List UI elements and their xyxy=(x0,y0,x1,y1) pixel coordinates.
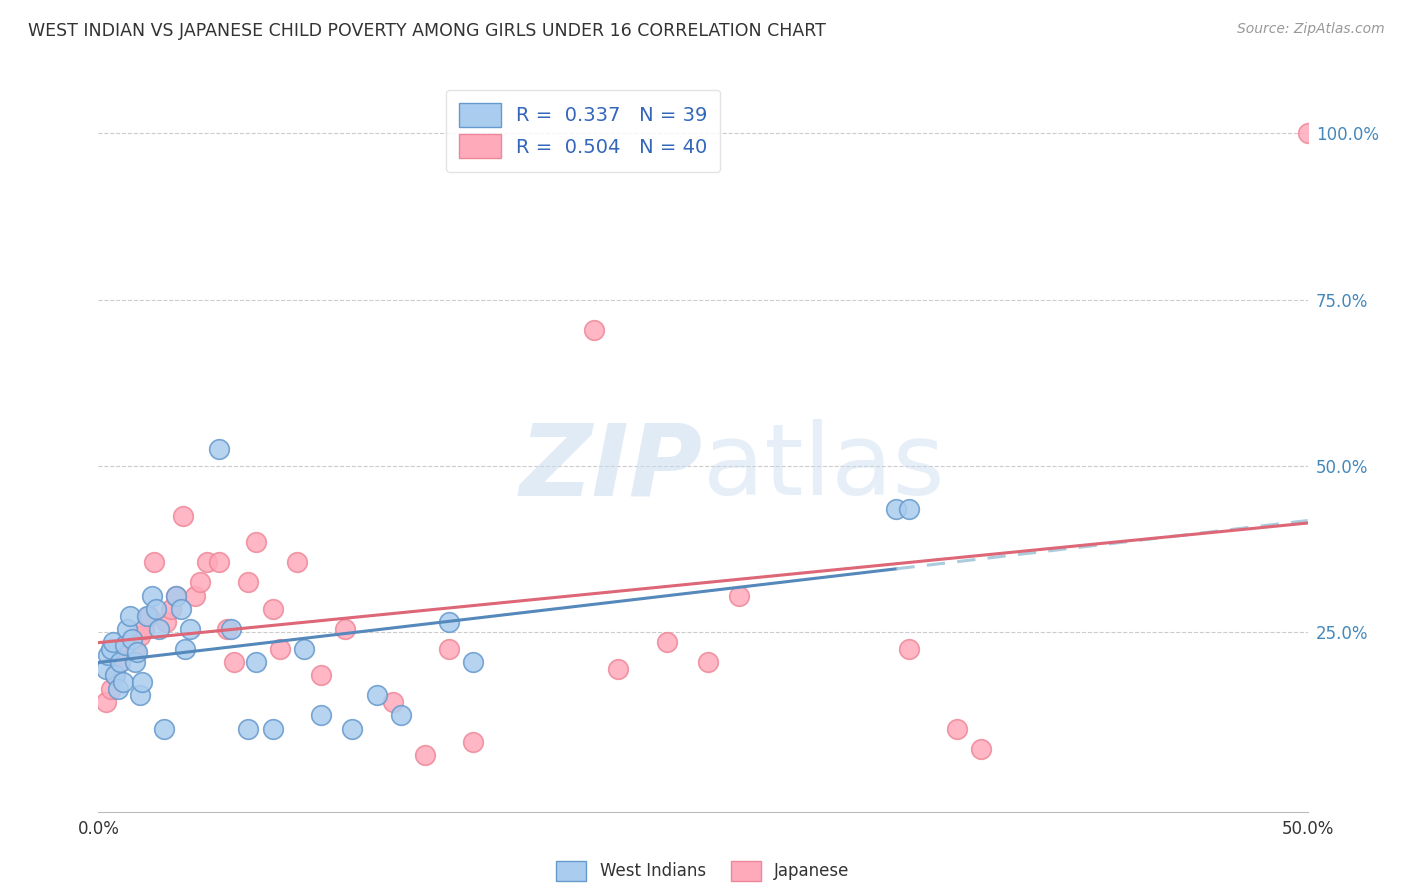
Point xyxy=(245,655,267,669)
Point xyxy=(174,641,197,656)
Point xyxy=(382,695,405,709)
Point xyxy=(269,641,291,656)
Point xyxy=(97,648,120,663)
Point xyxy=(222,655,245,669)
Point xyxy=(696,655,718,669)
Point xyxy=(389,708,412,723)
Point xyxy=(309,708,332,723)
Point xyxy=(101,635,124,649)
Point xyxy=(245,535,267,549)
Point xyxy=(135,608,157,623)
Point xyxy=(342,722,364,736)
Legend: West Indians, Japanese: West Indians, Japanese xyxy=(550,854,856,888)
Point xyxy=(134,622,156,636)
Point xyxy=(655,635,678,649)
Point xyxy=(208,555,231,569)
Point xyxy=(152,722,174,736)
Point xyxy=(104,668,127,682)
Point xyxy=(184,589,207,603)
Point xyxy=(1296,127,1319,141)
Point xyxy=(238,575,260,590)
Point xyxy=(208,442,231,457)
Point xyxy=(128,689,150,703)
Point xyxy=(221,622,243,636)
Point xyxy=(104,668,127,682)
Point xyxy=(946,722,969,736)
Point xyxy=(195,555,218,569)
Point xyxy=(215,622,238,636)
Point xyxy=(124,655,146,669)
Point xyxy=(172,508,194,523)
Text: atlas: atlas xyxy=(703,419,945,516)
Text: Source: ZipAtlas.com: Source: ZipAtlas.com xyxy=(1237,22,1385,37)
Point xyxy=(238,722,260,736)
Point xyxy=(131,675,153,690)
Point xyxy=(143,555,166,569)
Point xyxy=(463,735,485,749)
Point xyxy=(897,502,920,516)
Point xyxy=(114,639,136,653)
Point xyxy=(728,589,751,603)
Point xyxy=(333,622,356,636)
Text: WEST INDIAN VS JAPANESE CHILD POVERTY AMONG GIRLS UNDER 16 CORRELATION CHART: WEST INDIAN VS JAPANESE CHILD POVERTY AM… xyxy=(28,22,825,40)
Point xyxy=(128,628,150,642)
Point xyxy=(160,602,183,616)
Point xyxy=(138,608,160,623)
Point xyxy=(169,602,191,616)
Point xyxy=(437,641,460,656)
Point xyxy=(285,555,308,569)
Point xyxy=(94,695,117,709)
Point xyxy=(607,662,630,676)
Point xyxy=(111,675,134,690)
Point xyxy=(165,589,187,603)
Point xyxy=(117,622,139,636)
Point xyxy=(179,622,201,636)
Point xyxy=(583,323,606,337)
Point xyxy=(463,655,485,669)
Point xyxy=(94,662,117,676)
Point xyxy=(437,615,460,630)
Point xyxy=(108,655,131,669)
Point xyxy=(188,575,211,590)
Point xyxy=(108,655,131,669)
Point xyxy=(148,622,170,636)
Point xyxy=(141,589,163,603)
Point xyxy=(970,741,993,756)
Point xyxy=(107,681,129,696)
Point xyxy=(145,602,167,616)
Point xyxy=(366,689,388,703)
Point xyxy=(124,641,146,656)
Point xyxy=(114,641,136,656)
Point xyxy=(262,602,284,616)
Point xyxy=(886,502,908,516)
Text: ZIP: ZIP xyxy=(520,419,703,516)
Point xyxy=(309,668,332,682)
Point xyxy=(262,722,284,736)
Point xyxy=(100,681,122,696)
Point xyxy=(127,645,149,659)
Point xyxy=(100,641,122,656)
Point xyxy=(121,632,143,646)
Point xyxy=(292,641,315,656)
Point xyxy=(118,608,141,623)
Point xyxy=(155,615,177,630)
Point xyxy=(897,641,920,656)
Point xyxy=(165,589,187,603)
Point xyxy=(413,748,436,763)
